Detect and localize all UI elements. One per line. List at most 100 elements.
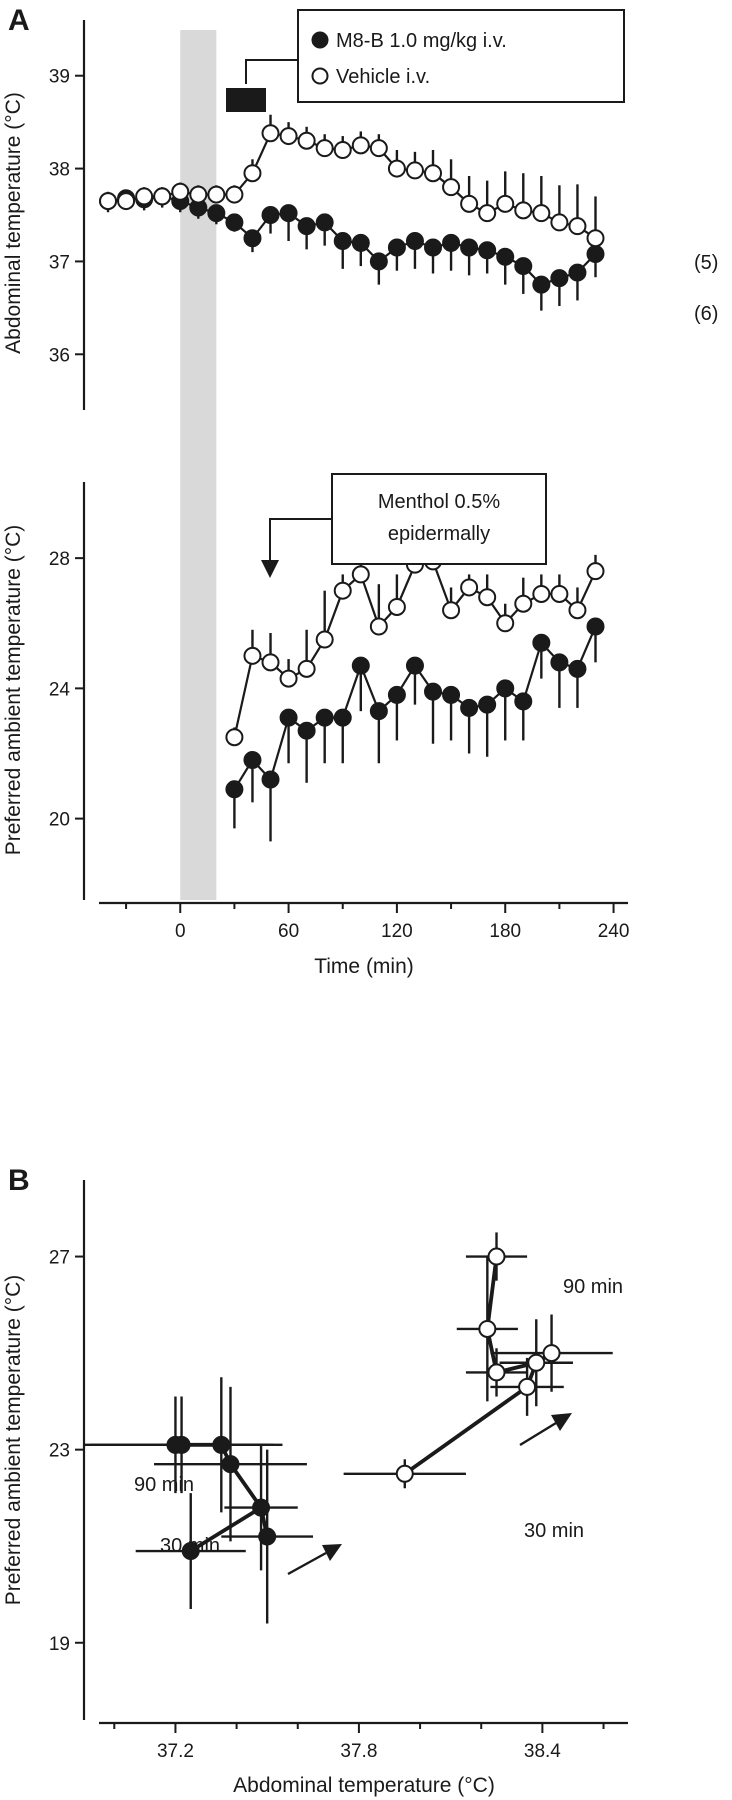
menthol-text-line1: Menthol 0.5% <box>378 491 501 513</box>
data-point <box>261 653 280 672</box>
data-point <box>261 206 280 224</box>
data-point <box>369 617 388 636</box>
data-point <box>586 245 605 263</box>
data-point <box>279 669 298 688</box>
y-tick-label: 20 <box>49 810 70 831</box>
data-point <box>518 1377 537 1396</box>
data-point <box>333 141 352 159</box>
data-point <box>527 1353 546 1372</box>
data-point <box>550 584 569 603</box>
data-point <box>568 659 587 678</box>
data-point <box>550 269 569 288</box>
series-vehicle <box>343 1232 613 1489</box>
legend-box <box>297 9 625 103</box>
data-point <box>460 698 479 717</box>
data-point <box>424 682 443 701</box>
data-point <box>586 229 605 248</box>
data-point <box>424 238 443 257</box>
data-point <box>442 685 461 704</box>
data-point <box>258 1527 277 1546</box>
data-point <box>225 213 244 232</box>
data-point <box>99 192 118 211</box>
data-point <box>478 204 497 223</box>
abdominal-temperature-chart: 36 37 38 39 Abdominal temperature (°C) <box>2 20 605 410</box>
direction-arrow-vehicle <box>519 1413 572 1447</box>
x-axis-title: Time (min) <box>314 955 414 978</box>
data-point <box>315 213 334 232</box>
y-axis-title: Abdominal temperature (°C) <box>2 92 25 354</box>
data-point <box>369 139 388 158</box>
data-point <box>243 229 262 248</box>
x-tick-label: 38.4 <box>524 1741 561 1762</box>
data-point <box>532 584 551 603</box>
x-tick-label: 37.2 <box>157 1741 194 1762</box>
data-point <box>478 241 497 260</box>
x-tick-label: 0 <box>175 921 186 942</box>
data-point <box>207 185 226 204</box>
data-point <box>586 562 605 581</box>
data-point <box>279 127 298 146</box>
series-line <box>107 195 597 286</box>
data-point <box>243 164 262 183</box>
y-axis-title: Preferred ambient temperature (°C) <box>2 1275 25 1606</box>
data-point <box>487 1247 506 1266</box>
y-tick-label: 36 <box>49 345 70 366</box>
data-point <box>243 646 262 665</box>
data-point <box>405 232 424 250</box>
data-point <box>207 204 226 223</box>
data-point <box>405 656 424 675</box>
phase-plot-chart: 19 23 27 Preferred ambient temperature (°C)… <box>2 1180 628 1797</box>
x-tick-label: 120 <box>381 921 413 942</box>
drug-infusion-shading <box>180 30 217 900</box>
data-point <box>315 630 334 649</box>
data-point <box>460 194 479 213</box>
annot-30min-vehicle: 30 min <box>524 1520 584 1542</box>
annot-90min-m8b: 90 min <box>134 1474 194 1496</box>
y-tick-label: 28 <box>49 549 70 570</box>
data-point <box>369 702 388 721</box>
n-vehicle-label: (5) <box>694 252 718 274</box>
y-tick-label: 39 <box>49 67 70 88</box>
annot-90min-vehicle: 90 min <box>563 1276 623 1298</box>
data-point <box>514 692 533 711</box>
data-point <box>514 257 533 276</box>
data-point <box>568 263 587 282</box>
legend-label-vehicle: Vehicle i.v. <box>336 66 430 88</box>
data-point <box>395 1464 414 1483</box>
direction-arrow-m8b <box>287 1544 342 1576</box>
menthol-box <box>331 473 547 565</box>
data-point <box>387 238 406 257</box>
data-point <box>568 217 587 236</box>
data-point <box>568 601 587 620</box>
data-point <box>586 617 605 636</box>
data-point <box>496 679 515 698</box>
data-point <box>135 187 154 206</box>
y-tick-label: 38 <box>49 160 70 181</box>
data-point <box>405 161 424 180</box>
n-m8b-label: (6) <box>694 303 718 325</box>
series-vehicle <box>99 114 605 248</box>
legend-label-m8b: M8-B 1.0 mg/kg i.v. <box>336 30 507 52</box>
data-point <box>369 252 388 271</box>
series-line <box>108 132 597 240</box>
data-point <box>550 653 569 672</box>
drug-infusion-bar <box>226 88 266 112</box>
data-point <box>424 164 443 183</box>
data-point <box>221 1455 240 1474</box>
series-m8b <box>225 617 605 842</box>
data-point <box>387 159 406 178</box>
data-point <box>333 232 352 250</box>
data-point <box>212 1435 231 1454</box>
series-m8b <box>83 1377 314 1624</box>
preferred-ambient-temperature-chart: 20 24 28 Preferred ambient temperature (°C)… <box>2 482 629 978</box>
data-point <box>496 194 515 213</box>
data-point <box>297 217 316 236</box>
data-point <box>189 185 208 204</box>
y-tick-label: 27 <box>49 1248 70 1269</box>
data-point <box>117 192 136 211</box>
legend-connector <box>245 59 298 84</box>
data-point <box>514 201 533 220</box>
data-point <box>478 695 497 714</box>
data-point <box>153 187 172 206</box>
